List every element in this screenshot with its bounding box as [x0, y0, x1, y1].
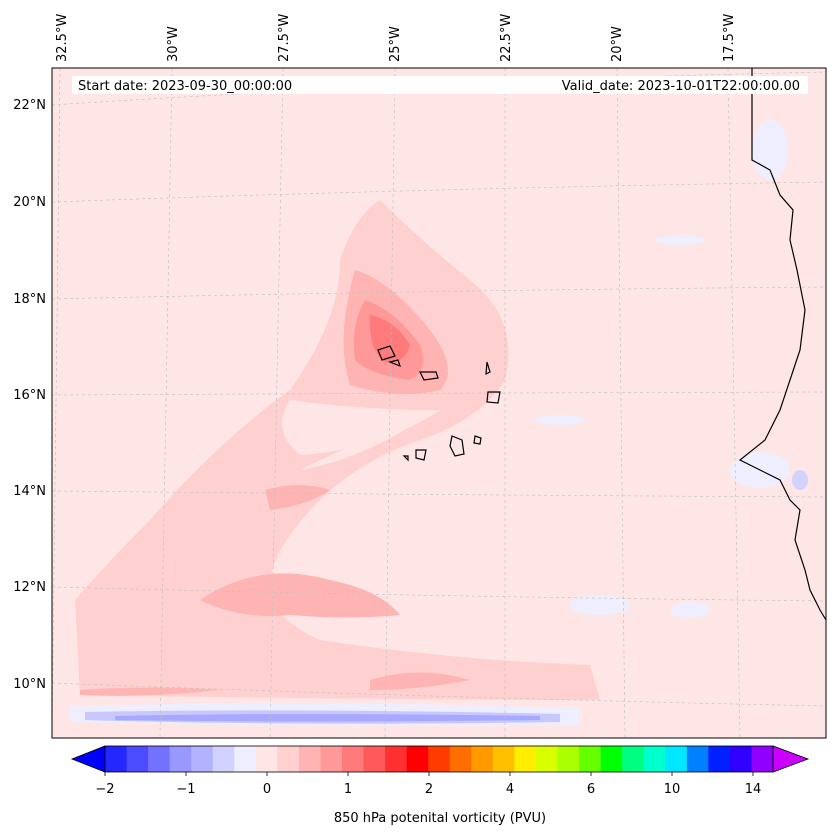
colorbar-segment [212, 746, 235, 772]
colorbar-tick-label: 14 [745, 782, 762, 797]
colorbar-segment [471, 746, 494, 772]
colorbar-segment [298, 746, 321, 772]
colorbar-tick-label: 1 [344, 782, 352, 797]
longitude-label: 32.5°W [55, 14, 70, 62]
colorbar-segment [169, 746, 192, 772]
latitude-label: 22°N [13, 98, 46, 113]
start-date-label: Start date: 2023-09-30_00:00:00 [78, 79, 292, 94]
latitude-label: 14°N [13, 484, 46, 499]
colorbar-segment [557, 746, 580, 772]
cape-verde-sao-nicolau [419, 371, 439, 381]
colorbar-segment [535, 746, 559, 772]
cape-verde-sao-vicente [388, 359, 401, 368]
latitude-label: 18°N [13, 292, 46, 307]
colorbar-tick-label: 10 [664, 782, 681, 797]
cape-verde-maio [473, 435, 482, 445]
colorbar-segment [342, 746, 365, 772]
colorbar-segment [665, 746, 688, 772]
latitude-labels: 22°N 20°N 18°N 16°N 14°N 12°N 10°N [13, 98, 46, 692]
colorbar-outline [104, 745, 774, 773]
colorbar-segment [406, 746, 429, 772]
latitude-label: 20°N [13, 195, 46, 210]
colorbar-segment [320, 746, 343, 772]
colorbar-segment [363, 746, 386, 772]
latitude-label: 10°N [13, 677, 46, 692]
colorbar-title: 850 hPa potenital vorticity (PVU) [334, 811, 546, 826]
latitude-label: 16°N [13, 388, 46, 403]
high-pv-plume [75, 200, 600, 700]
cape-verde-santiago [449, 435, 465, 457]
west-africa-coast [738, 68, 827, 621]
map-panel: Start date: 2023-09-30_00:00:00 Valid_da… [51, 67, 827, 739]
colorbar-segment [126, 746, 149, 772]
colorbar-segment [643, 746, 666, 772]
colorbar-segment [751, 746, 774, 772]
colorbar-segment [105, 746, 128, 772]
colorbar-segment [514, 746, 537, 772]
longitude-labels: 32.5°W 30°W 27.5°W 25°W 22.5°W 20°W 17.5°W [55, 14, 737, 62]
colorbar-segment [579, 746, 602, 772]
longitude-label: 30°W [166, 26, 181, 62]
colorbar-segment [492, 746, 515, 772]
colorbar-segment [729, 746, 752, 772]
date-info-box [72, 76, 808, 94]
latitude-label: 12°N [13, 580, 46, 595]
colorbar-segment [191, 746, 214, 772]
colorbar [70, 745, 810, 773]
colorbar-tick-label: 0 [263, 782, 271, 797]
map-frame [51, 67, 827, 739]
colorbar-tick-label: 4 [506, 782, 514, 797]
colorbar-segment [449, 746, 472, 772]
colorbar-segment [234, 746, 257, 772]
longitude-label: 17.5°W [722, 14, 737, 62]
longitude-label: 27.5°W [277, 14, 292, 62]
colorbar-segment [686, 746, 709, 772]
pv-contour-level-4 [369, 315, 410, 363]
colorbar-tick-label: −2 [95, 782, 114, 797]
longitude-label: 22.5°W [499, 14, 514, 62]
longitude-label: 25°W [388, 26, 403, 62]
colorbar-tick-label: 6 [587, 782, 595, 797]
graticule [51, 67, 827, 739]
colorbar-tick-label: −1 [176, 782, 195, 797]
colorbar-segment [600, 746, 623, 772]
longitude-label: 20°W [610, 26, 625, 62]
colorbar-segment [385, 746, 408, 772]
cape-verde-santo-antao [377, 345, 396, 361]
coastlines [377, 68, 827, 621]
cape-verde-fogo [415, 449, 427, 461]
colorbar-segment [428, 746, 451, 772]
colorbar-segment [148, 746, 171, 772]
cape-verde-sal [485, 361, 491, 376]
colorbar-segment [277, 746, 300, 772]
colorbar-segment [622, 746, 645, 772]
colorbar-segment [255, 746, 278, 772]
colorbar-ticks: −2 −1 0 1 2 4 6 10 14 [95, 772, 761, 797]
cape-verde-brava [402, 455, 409, 462]
low-pv-patches [70, 120, 808, 726]
valid-date-label: Valid_date: 2023-10-01T22:00:00.00 [562, 79, 800, 94]
colorbar-tick-label: 2 [425, 782, 433, 797]
colorbar-extend-min [70, 745, 106, 773]
colorbar-extend-max [772, 745, 810, 773]
cape-verde-boa-vista [486, 391, 501, 404]
colorbar-segment [708, 746, 731, 772]
